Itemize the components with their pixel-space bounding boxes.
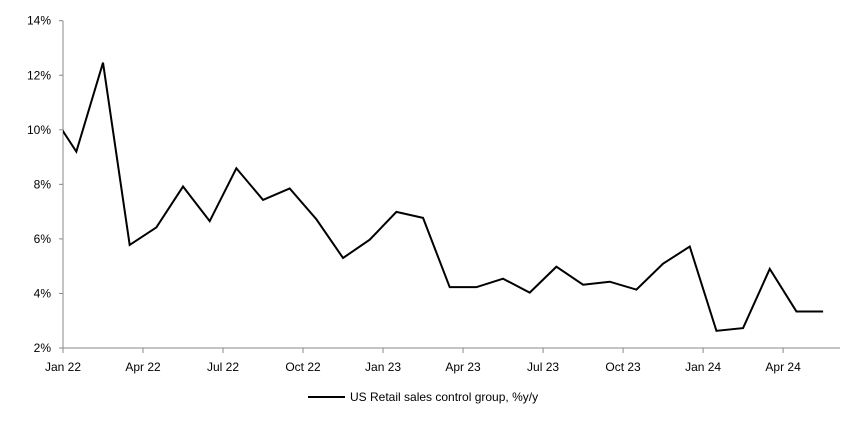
y-tick-label: 10% — [27, 123, 51, 137]
x-tick-label: Jan 23 — [365, 360, 401, 374]
x-tick-label: Oct 22 — [285, 360, 321, 374]
y-tick-label: 4% — [34, 286, 52, 300]
x-axis: Jan 22 Apr 22 Jul 22 Oct 22 Jan 23 Apr 23 Jul … — [45, 348, 840, 374]
x-tick-label: Apr 23 — [445, 360, 481, 374]
x-tick-label: Jan 22 — [45, 360, 81, 374]
y-tick-label: 2% — [34, 341, 52, 355]
y-tick-label: 14% — [27, 14, 51, 28]
x-tick-label: Apr 22 — [125, 360, 161, 374]
y-tick-label: 8% — [34, 177, 52, 191]
series-line — [50, 63, 823, 331]
legend: US Retail sales control group, %y/y — [308, 390, 538, 404]
y-tick-label: 6% — [34, 232, 52, 246]
y-tick-label: 12% — [27, 68, 51, 82]
x-tick-label: Oct 23 — [605, 360, 641, 374]
x-tick-label: Jul 23 — [527, 360, 559, 374]
x-tick-label: Jul 22 — [207, 360, 239, 374]
legend-label: US Retail sales control group, %y/y — [350, 390, 538, 404]
y-axis: 2% 4% 6% 8% 10% 12% 14% — [27, 14, 63, 355]
x-tick-label: Apr 24 — [765, 360, 801, 374]
x-tick-label: Jan 24 — [685, 360, 721, 374]
